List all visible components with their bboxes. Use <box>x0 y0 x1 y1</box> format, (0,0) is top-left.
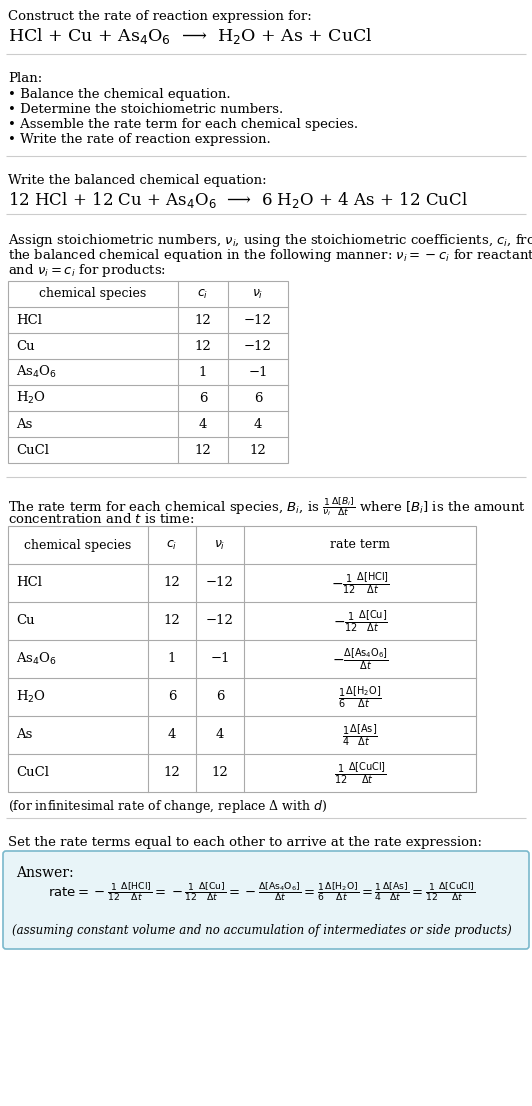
Text: 12: 12 <box>195 313 211 326</box>
Text: $-\frac{\Delta[\mathrm{As_4O_6}]}{\Delta t}$: $-\frac{\Delta[\mathrm{As_4O_6}]}{\Delta… <box>331 646 388 671</box>
Text: $-\frac{1}{12}\frac{\Delta[\mathrm{Cu}]}{\Delta t}$: $-\frac{1}{12}\frac{\Delta[\mathrm{Cu}]}… <box>332 608 387 634</box>
Text: 4: 4 <box>168 729 176 741</box>
Text: HCl + Cu + As$_4$O$_6$  ⟶  H$_2$O + As + CuCl: HCl + Cu + As$_4$O$_6$ ⟶ H$_2$O + As + C… <box>8 27 372 46</box>
Bar <box>8 526 476 792</box>
Bar <box>8 281 288 463</box>
Text: 12: 12 <box>250 444 267 457</box>
Text: −12: −12 <box>244 313 272 326</box>
Text: As$_4$O$_6$: As$_4$O$_6$ <box>16 364 57 380</box>
Text: Cu: Cu <box>16 340 35 353</box>
Text: $-\frac{1}{12}\frac{\Delta[\mathrm{HCl}]}{\Delta t}$: $-\frac{1}{12}\frac{\Delta[\mathrm{HCl}]… <box>330 570 389 596</box>
FancyBboxPatch shape <box>3 851 529 949</box>
Text: • Determine the stoichiometric numbers.: • Determine the stoichiometric numbers. <box>8 103 283 116</box>
Text: CuCl: CuCl <box>16 444 49 457</box>
Text: $\nu_i$: $\nu_i$ <box>214 539 226 552</box>
Text: H$_2$O: H$_2$O <box>16 390 46 406</box>
Text: As$_4$O$_6$: As$_4$O$_6$ <box>16 651 57 667</box>
Text: (for infinitesimal rate of change, replace Δ with $d$): (for infinitesimal rate of change, repla… <box>8 799 328 815</box>
Text: 4: 4 <box>254 417 262 430</box>
Text: Assign stoichiometric numbers, $\nu_i$, using the stoichiometric coefficients, $: Assign stoichiometric numbers, $\nu_i$, … <box>8 232 532 249</box>
Text: • Assemble the rate term for each chemical species.: • Assemble the rate term for each chemic… <box>8 118 358 131</box>
Text: H$_2$O: H$_2$O <box>16 689 46 705</box>
Text: 12: 12 <box>212 766 228 780</box>
Text: −1: −1 <box>210 653 230 666</box>
Text: (assuming constant volume and no accumulation of intermediates or side products): (assuming constant volume and no accumul… <box>12 924 512 937</box>
Text: CuCl: CuCl <box>16 766 49 780</box>
Text: $\nu_i$: $\nu_i$ <box>252 288 264 301</box>
Text: $\frac{1}{12}\frac{\Delta[\mathrm{CuCl}]}{\Delta t}$: $\frac{1}{12}\frac{\Delta[\mathrm{CuCl}]… <box>334 760 386 786</box>
Text: 6: 6 <box>199 392 207 405</box>
Text: HCl: HCl <box>16 313 42 326</box>
Text: and $\nu_i = c_i$ for products:: and $\nu_i = c_i$ for products: <box>8 262 166 279</box>
Text: 12 HCl + 12 Cu + As$_4$O$_6$  ⟶  6 H$_2$O + 4 As + 12 CuCl: 12 HCl + 12 Cu + As$_4$O$_6$ ⟶ 6 H$_2$O … <box>8 190 468 210</box>
Text: chemical species: chemical species <box>24 539 131 552</box>
Text: rate term: rate term <box>330 539 390 552</box>
Text: Set the rate terms equal to each other to arrive at the rate expression:: Set the rate terms equal to each other t… <box>8 836 482 849</box>
Text: 6: 6 <box>168 690 176 703</box>
Text: 6: 6 <box>216 690 225 703</box>
Text: 4: 4 <box>199 417 207 430</box>
Text: Write the balanced chemical equation:: Write the balanced chemical equation: <box>8 174 267 187</box>
Text: 4: 4 <box>216 729 224 741</box>
Text: • Write the rate of reaction expression.: • Write the rate of reaction expression. <box>8 133 271 146</box>
Text: As: As <box>16 417 32 430</box>
Text: $\frac{1}{4}\frac{\Delta[\mathrm{As}]}{\Delta t}$: $\frac{1}{4}\frac{\Delta[\mathrm{As}]}{\… <box>342 722 378 748</box>
Text: As: As <box>16 729 32 741</box>
Text: $c_i$: $c_i$ <box>197 288 209 301</box>
Text: $\frac{1}{6}\frac{\Delta[\mathrm{H_2O}]}{\Delta t}$: $\frac{1}{6}\frac{\Delta[\mathrm{H_2O}]}… <box>338 685 382 710</box>
Text: $c_i$: $c_i$ <box>167 539 178 552</box>
Text: 1: 1 <box>199 365 207 378</box>
Text: 6: 6 <box>254 392 262 405</box>
Text: 12: 12 <box>195 340 211 353</box>
Text: • Balance the chemical equation.: • Balance the chemical equation. <box>8 88 231 101</box>
Text: −12: −12 <box>206 576 234 589</box>
Text: the balanced chemical equation in the following manner: $\nu_i = -c_i$ for react: the balanced chemical equation in the fo… <box>8 247 532 264</box>
Text: Cu: Cu <box>16 615 35 627</box>
Text: Construct the rate of reaction expression for:: Construct the rate of reaction expressio… <box>8 10 312 23</box>
Text: The rate term for each chemical species, $B_i$, is $\frac{1}{\nu_i}\frac{\Delta[: The rate term for each chemical species,… <box>8 495 526 518</box>
Text: −1: −1 <box>248 365 268 378</box>
Text: 12: 12 <box>164 766 180 780</box>
Text: Plan:: Plan: <box>8 72 42 85</box>
Text: −12: −12 <box>244 340 272 353</box>
Text: Answer:: Answer: <box>16 866 73 880</box>
Text: HCl: HCl <box>16 576 42 589</box>
Text: 12: 12 <box>164 615 180 627</box>
Text: −12: −12 <box>206 615 234 627</box>
Text: 12: 12 <box>195 444 211 457</box>
Text: 1: 1 <box>168 653 176 666</box>
Text: 12: 12 <box>164 576 180 589</box>
Text: chemical species: chemical species <box>39 288 147 301</box>
Text: concentration and $t$ is time:: concentration and $t$ is time: <box>8 512 194 526</box>
Text: $\mathrm{rate} = -\frac{1}{12}\frac{\Delta[\mathrm{HCl}]}{\Delta t} = -\frac{1}{: $\mathrm{rate} = -\frac{1}{12}\frac{\Del… <box>48 880 476 904</box>
